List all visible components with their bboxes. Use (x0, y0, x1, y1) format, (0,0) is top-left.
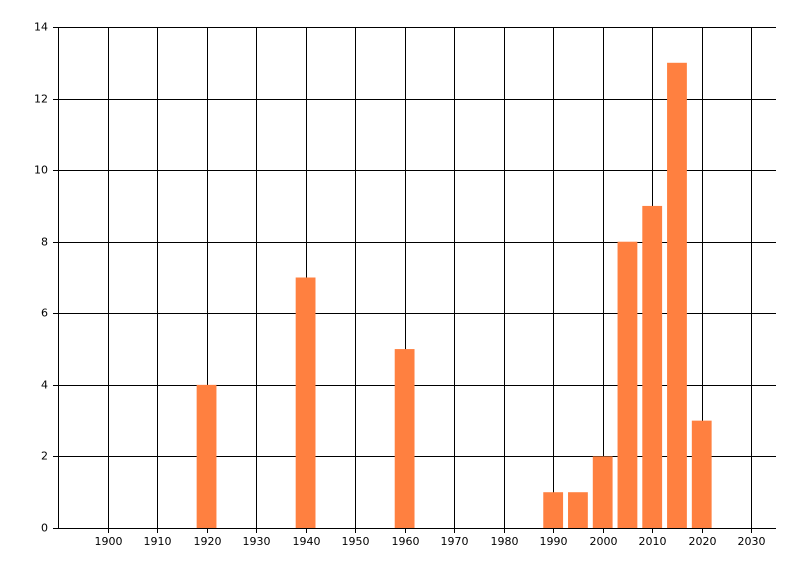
y-tick-label: 8 (41, 236, 48, 249)
x-tick-label: 1940 (293, 535, 321, 548)
y-tick-label: 2 (41, 450, 48, 463)
bar (592, 456, 613, 528)
bar (691, 420, 712, 528)
y-tick-label: 6 (41, 307, 48, 320)
y-tick-label: 0 (41, 522, 48, 535)
x-tick-label: 1980 (491, 535, 519, 548)
y-tick-label: 14 (34, 21, 48, 34)
x-tick-label: 1900 (95, 535, 123, 548)
bar (394, 349, 415, 528)
x-tick-label: 2000 (590, 535, 618, 548)
x-tick-label: 1970 (441, 535, 469, 548)
x-tick-label: 1990 (540, 535, 568, 548)
y-tick-label: 10 (34, 164, 48, 177)
bar (568, 492, 588, 528)
x-tick-label: 1930 (243, 535, 271, 548)
bar (196, 384, 217, 528)
x-tick-label: 1910 (144, 535, 172, 548)
bar (617, 241, 638, 528)
x-tick-label: 1950 (342, 535, 370, 548)
bar (543, 492, 564, 528)
x-tick-label: 2020 (689, 535, 717, 548)
bar (642, 205, 663, 528)
x-tick-label: 2030 (738, 535, 766, 548)
x-tick-label: 1960 (392, 535, 420, 548)
x-tick-label: 2010 (639, 535, 667, 548)
x-tick-label: 1920 (194, 535, 222, 548)
bar (295, 277, 316, 528)
y-tick-label: 12 (34, 93, 48, 106)
bar (667, 62, 687, 529)
y-tick-label: 4 (41, 379, 48, 392)
